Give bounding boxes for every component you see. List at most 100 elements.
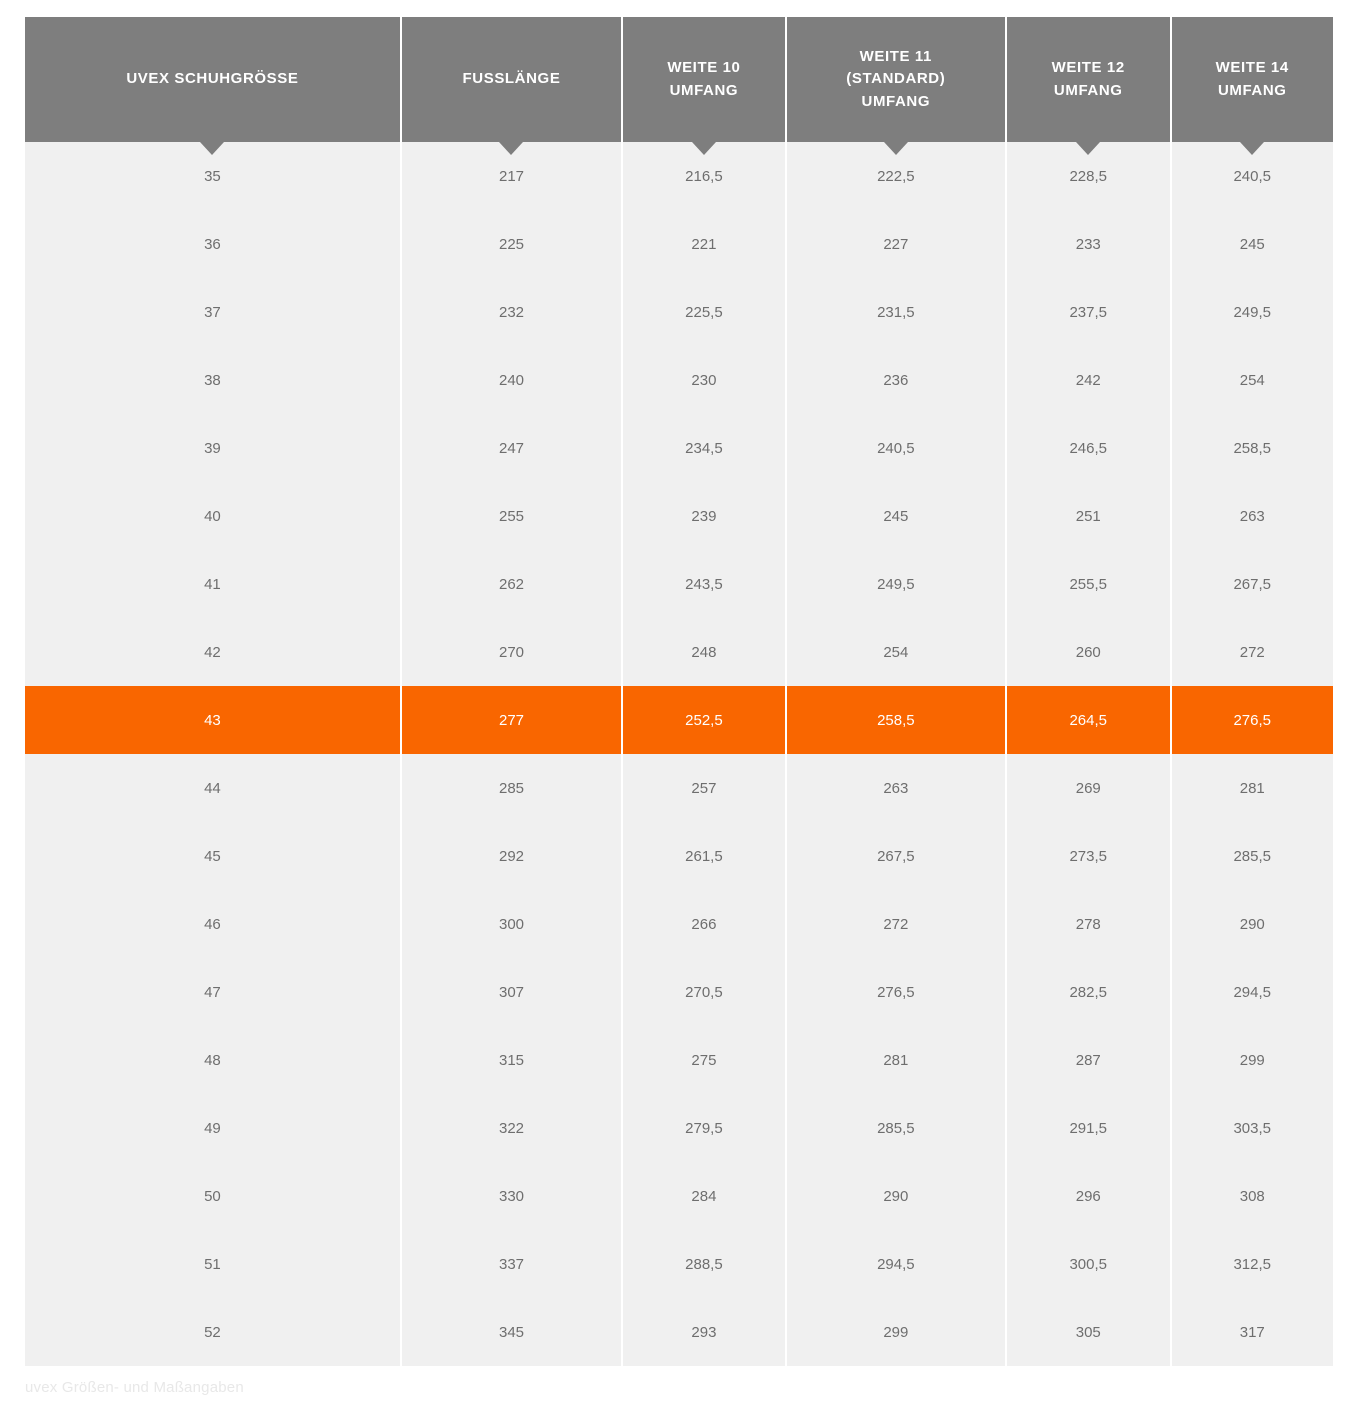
cell-weite-12-umfang: 287	[1007, 1026, 1170, 1094]
cell-fusslaenge: 240	[401, 346, 622, 414]
cell-fusslaenge: 285	[401, 754, 622, 822]
table-row[interactable]: 50 330 284 290 296 308	[25, 1162, 1333, 1230]
cell-weite-10-umfang: 284	[623, 1162, 785, 1230]
cell-weite-12-umfang: 264,5	[1007, 686, 1170, 754]
table-row[interactable]: 42 270 248 254 260 272	[25, 618, 1333, 686]
cell-weite-14-umfang: 258,5	[1171, 414, 1333, 482]
table-row-highlighted[interactable]: 43 277 252,5 258,5 264,5 276,5	[25, 686, 1333, 754]
cell-weite-12-umfang: 305	[1007, 1298, 1170, 1366]
cell-fusslaenge: 300	[401, 890, 622, 958]
cell-weite-11-standard-umfang: 267,5	[786, 822, 1005, 890]
cell-uvex-schuhgroesse: 37	[25, 278, 400, 346]
cell-weite-11-standard-umfang: 272	[786, 890, 1005, 958]
table-header-row: UVEX SCHUHGRÖSSE FUSSLÄNGE WEITE 10 UMFANG W…	[25, 17, 1334, 155]
cell-uvex-schuhgroesse: 42	[25, 618, 400, 686]
cell-uvex-schuhgroesse: 39	[25, 414, 400, 482]
cell-weite-11-standard-umfang: 258,5	[786, 686, 1005, 754]
cell-weite-12-umfang: 282,5	[1007, 958, 1170, 1026]
cell-weite-12-umfang: 233	[1007, 210, 1170, 278]
chevron-down-icon	[1076, 142, 1101, 155]
cell-fusslaenge: 255	[401, 482, 622, 550]
cell-fusslaenge: 277	[401, 686, 622, 754]
cell-weite-14-umfang: 299	[1171, 1026, 1333, 1094]
column-header-fusslaenge: FUSSLÄNGE	[401, 17, 622, 155]
cell-uvex-schuhgroesse: 38	[25, 346, 400, 414]
table-row[interactable]: 46 300 266 272 278 290	[25, 890, 1333, 958]
table-body: 35 217 216,5 222,5 228,5 240,5 36 225 221 227 233 2…	[25, 142, 1333, 1366]
cell-fusslaenge: 225	[401, 210, 622, 278]
cell-fusslaenge: 232	[401, 278, 622, 346]
cell-weite-14-umfang: 245	[1171, 210, 1333, 278]
cell-weite-10-umfang: 266	[623, 890, 785, 958]
cell-weite-12-umfang: 278	[1007, 890, 1170, 958]
cell-weite-12-umfang: 269	[1007, 754, 1170, 822]
cell-weite-11-standard-umfang: 231,5	[786, 278, 1005, 346]
cell-weite-10-umfang: 270,5	[623, 958, 785, 1026]
cell-weite-12-umfang: 246,5	[1007, 414, 1170, 482]
cell-fusslaenge: 345	[401, 1298, 622, 1366]
cell-weite-11-standard-umfang: 254	[786, 618, 1005, 686]
cell-fusslaenge: 330	[401, 1162, 622, 1230]
cell-weite-11-standard-umfang: 294,5	[786, 1230, 1005, 1298]
table-row[interactable]: 47 307 270,5 276,5 282,5 294,5	[25, 958, 1333, 1026]
column-header-weite-12-umfang: WEITE 12 UMFANG	[1006, 17, 1170, 155]
cell-uvex-schuhgroesse: 50	[25, 1162, 400, 1230]
cell-weite-12-umfang: 291,5	[1007, 1094, 1170, 1162]
table-row[interactable]: 45 292 261,5 267,5 273,5 285,5	[25, 822, 1333, 890]
uvex-size-table: UVEX SCHUHGRÖSSE FUSSLÄNGE WEITE 10 UMFANG W…	[25, 17, 1334, 1366]
cell-weite-10-umfang: 234,5	[623, 414, 785, 482]
cell-weite-10-umfang: 221	[623, 210, 785, 278]
cell-uvex-schuhgroesse: 44	[25, 754, 400, 822]
cell-weite-12-umfang: 237,5	[1007, 278, 1170, 346]
cell-fusslaenge: 247	[401, 414, 622, 482]
cell-weite-14-umfang: 312,5	[1171, 1230, 1333, 1298]
cell-fusslaenge: 292	[401, 822, 622, 890]
cell-uvex-schuhgroesse: 46	[25, 890, 400, 958]
table-row[interactable]: 36 225 221 227 233 245	[25, 210, 1333, 278]
cell-uvex-schuhgroesse: 47	[25, 958, 400, 1026]
cell-weite-10-umfang: 275	[623, 1026, 785, 1094]
column-header-label: UVEX SCHUHGRÖSSE	[126, 70, 299, 88]
table-row[interactable]: 38 240 230 236 242 254	[25, 346, 1333, 414]
cell-weite-14-umfang: 294,5	[1171, 958, 1333, 1026]
table-row[interactable]: 37 232 225,5 231,5 237,5 249,5	[25, 278, 1333, 346]
cell-weite-11-standard-umfang: 249,5	[786, 550, 1005, 618]
cell-weite-11-standard-umfang: 245	[786, 482, 1005, 550]
table-row[interactable]: 49 322 279,5 285,5 291,5 303,5	[25, 1094, 1333, 1162]
cell-weite-11-standard-umfang: 263	[786, 754, 1005, 822]
cell-weite-14-umfang: 317	[1171, 1298, 1333, 1366]
chevron-down-icon	[200, 142, 225, 155]
table-row[interactable]: 51 337 288,5 294,5 300,5 312,5	[25, 1230, 1333, 1298]
cell-fusslaenge: 262	[401, 550, 622, 618]
table-row[interactable]: 44 285 257 263 269 281	[25, 754, 1333, 822]
cell-weite-14-umfang: 281	[1171, 754, 1333, 822]
column-header-weite-10-umfang: WEITE 10 UMFANG	[623, 17, 785, 155]
column-header-label: WEITE 10 UMFANG	[667, 59, 741, 99]
cell-weite-12-umfang: 255,5	[1007, 550, 1170, 618]
table-row[interactable]: 41 262 243,5 249,5 255,5 267,5	[25, 550, 1333, 618]
table-row[interactable]: 40 255 239 245 251 263	[25, 482, 1333, 550]
cell-weite-12-umfang: 260	[1007, 618, 1170, 686]
cell-uvex-schuhgroesse: 49	[25, 1094, 400, 1162]
table-row[interactable]: 39 247 234,5 240,5 246,5 258,5	[25, 414, 1333, 482]
cell-weite-10-umfang: 288,5	[623, 1230, 785, 1298]
cell-uvex-schuhgroesse: 43	[25, 686, 400, 754]
cell-weite-11-standard-umfang: 276,5	[786, 958, 1005, 1026]
cell-weite-11-standard-umfang: 227	[786, 210, 1005, 278]
column-header-label: WEITE 14 UMFANG	[1215, 59, 1289, 99]
table-row[interactable]: 52 345 293 299 305 317	[25, 1298, 1333, 1366]
cell-weite-11-standard-umfang: 240,5	[786, 414, 1005, 482]
cell-weite-11-standard-umfang: 281	[786, 1026, 1005, 1094]
column-header-weite-14-umfang: WEITE 14 UMFANG	[1171, 17, 1334, 155]
column-header-label: FUSSLÄNGE	[462, 70, 561, 88]
cell-weite-14-umfang: 272	[1171, 618, 1333, 686]
cell-weite-14-umfang: 276,5	[1171, 686, 1333, 754]
table-row[interactable]: 48 315 275 281 287 299	[25, 1026, 1333, 1094]
cell-weite-10-umfang: 293	[623, 1298, 785, 1366]
cell-weite-14-umfang: 285,5	[1171, 822, 1333, 890]
cell-fusslaenge: 315	[401, 1026, 622, 1094]
chevron-down-icon	[883, 142, 908, 155]
cell-weite-12-umfang: 251	[1007, 482, 1170, 550]
chevron-down-icon	[1240, 142, 1265, 155]
